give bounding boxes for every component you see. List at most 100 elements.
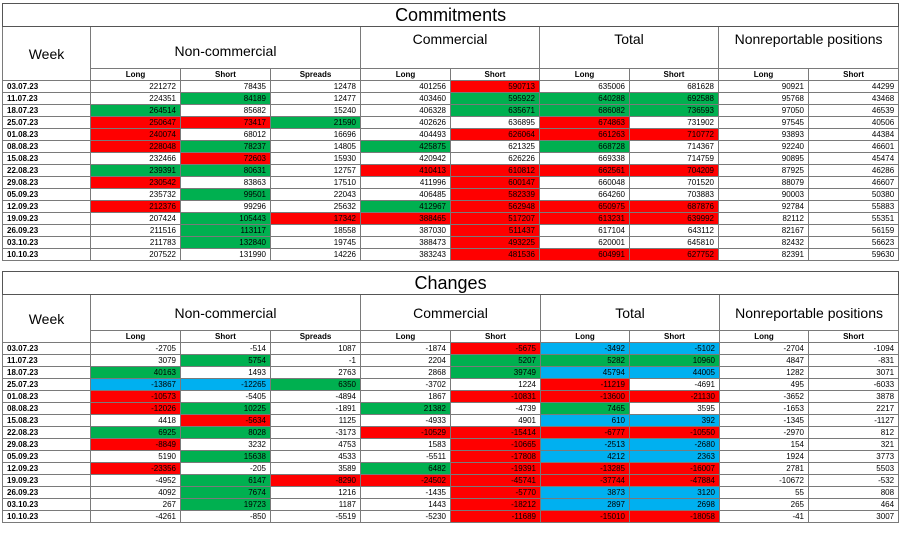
- nc-spreads-cell: 1187: [270, 498, 361, 511]
- nr-long-cell: 2781: [719, 462, 809, 475]
- com-long-cell: 403460: [360, 92, 451, 105]
- noncommercial-header: Non-commercial: [90, 294, 361, 331]
- com-short-cell: 1224: [450, 378, 541, 391]
- nc-long-cell: 264514: [90, 104, 181, 117]
- nc-long-cell: 207522: [90, 248, 181, 261]
- table-row: 19.09.23 -4952 6147 -8290 -24502 -45741 -37744…: [2, 474, 900, 487]
- nr-long-cell: 97545: [718, 116, 809, 129]
- com-long-cell: -1435: [360, 486, 451, 499]
- tot-long-cell: -6777: [540, 426, 630, 439]
- tot-long-cell: 604991: [539, 248, 630, 261]
- com-long-cell: 2204: [360, 354, 451, 367]
- table-row: 19.09.23 207424 105443 17342 388465 517207 613…: [2, 212, 900, 225]
- nc-short-cell: 1493: [180, 366, 271, 379]
- com-long-cell: -5511: [360, 450, 451, 463]
- long-header: Long: [360, 330, 451, 343]
- nr-short-cell: 3007: [807, 510, 900, 523]
- com-short-cell: 582339: [450, 188, 540, 201]
- tot-long-cell: -2513: [540, 438, 630, 451]
- nc-long-cell: 267: [90, 498, 181, 511]
- nc-short-cell: 78435: [180, 80, 271, 93]
- nc-long-cell: 228048: [90, 140, 181, 153]
- week-cell: 19.09.23: [2, 474, 91, 487]
- nr-long-cell: -1653: [719, 402, 809, 415]
- com-long-cell: 1583: [360, 438, 451, 451]
- com-long-cell: 406328: [360, 104, 451, 117]
- long-header: Long: [540, 330, 630, 343]
- nr-short-cell: 40506: [807, 116, 900, 129]
- commercial-header: Commercial: [360, 294, 541, 331]
- nr-long-cell: 265: [719, 498, 809, 511]
- changes-table: Changes Week Non-commercial Commercial T…: [1, 271, 900, 523]
- tot-short-cell: -10550: [629, 426, 720, 439]
- nr-short-cell: 56159: [807, 224, 900, 237]
- tot-long-cell: 664260: [539, 188, 630, 201]
- tot-long-cell: -13285: [540, 462, 630, 475]
- nc-short-cell: 99296: [180, 200, 271, 213]
- nr-short-cell: 46601: [807, 140, 900, 153]
- nr-short-cell: 55351: [807, 212, 900, 225]
- short-header: Short: [450, 68, 540, 81]
- nr-short-cell: 50380: [807, 188, 900, 201]
- tot-long-cell: 45794: [540, 366, 630, 379]
- nr-long-cell: 82167: [718, 224, 809, 237]
- nr-short-cell: 321: [807, 438, 900, 451]
- tot-short-cell: 2363: [629, 450, 720, 463]
- nc-long-cell: 6925: [90, 426, 181, 439]
- com-long-cell: -5230: [360, 510, 451, 523]
- nc-long-cell: 230542: [90, 176, 181, 189]
- com-short-cell: 626064: [450, 128, 540, 141]
- nc-long-cell: 250647: [90, 116, 181, 129]
- tot-short-cell: 643112: [629, 224, 719, 237]
- com-short-cell: -5770: [450, 486, 541, 499]
- tot-short-cell: 687876: [629, 200, 719, 213]
- com-short-cell: -17808: [450, 450, 541, 463]
- nr-short-cell: 3878: [807, 390, 900, 403]
- long-header: Long: [718, 68, 809, 81]
- tot-long-cell: -15010: [540, 510, 630, 523]
- long-header: Long: [360, 68, 451, 81]
- tot-long-cell: 668728: [539, 140, 630, 153]
- tot-short-cell: 703883: [629, 188, 719, 201]
- com-short-cell: 600147: [450, 176, 540, 189]
- nr-long-cell: 97050: [718, 104, 809, 117]
- tot-long-cell: 4212: [540, 450, 630, 463]
- week-cell: 15.08.23: [2, 414, 91, 427]
- week-cell: 05.09.23: [2, 450, 91, 463]
- nr-short-cell: 5503: [807, 462, 900, 475]
- nc-spreads-cell: 4753: [270, 438, 361, 451]
- nc-short-cell: 3232: [180, 438, 271, 451]
- table-row: 08.08.23 -12026 10225 -1891 21382 -4739 7465 35…: [2, 402, 900, 415]
- table-row: 01.08.23 -10573 -5405 -4894 1867 -10831 -13600…: [2, 390, 900, 403]
- nc-spreads-cell: 22043: [270, 188, 361, 201]
- tot-long-cell: 640288: [539, 92, 630, 105]
- table-row: 11.07.23 224351 84189 12477 403460 595922 6402…: [2, 92, 900, 105]
- table-row: 18.07.23 264514 85682 15240 406328 635671 6860…: [2, 104, 900, 117]
- tot-short-cell: 3595: [629, 402, 720, 415]
- tot-short-cell: 701520: [629, 176, 719, 189]
- short-header: Short: [180, 68, 271, 81]
- nr-long-cell: -1345: [719, 414, 809, 427]
- nr-long-cell: 55: [719, 486, 809, 499]
- nr-short-cell: 56623: [807, 236, 900, 249]
- nr-short-cell: 464: [807, 498, 900, 511]
- nr-short-cell: 46539: [807, 104, 900, 117]
- nc-short-cell: 7674: [180, 486, 271, 499]
- table-row: 03.10.23 211783 132840 19745 388473 493225 620…: [2, 236, 900, 249]
- tot-short-cell: 714367: [629, 140, 719, 153]
- week-cell: 10.10.23: [2, 510, 91, 523]
- tot-long-cell: 686082: [539, 104, 630, 117]
- nr-long-cell: 82112: [718, 212, 809, 225]
- com-long-cell: 388473: [360, 236, 451, 249]
- com-short-cell: 621325: [450, 140, 540, 153]
- nr-long-cell: 87925: [718, 164, 809, 177]
- table-row: 05.09.23 235732 99501 22043 406485 582339 6642…: [2, 188, 900, 201]
- week-cell: 12.09.23: [2, 200, 91, 213]
- nc-short-cell: 132840: [180, 236, 271, 249]
- nr-long-cell: 154: [719, 438, 809, 451]
- com-long-cell: 404493: [360, 128, 451, 141]
- table-row: 11.07.23 3079 5754 -1 2204 5207 5282 10960 4847-…: [2, 354, 900, 367]
- com-short-cell: 481536: [450, 248, 540, 261]
- nc-short-cell: -12265: [180, 378, 271, 391]
- nc-short-cell: 78237: [180, 140, 271, 153]
